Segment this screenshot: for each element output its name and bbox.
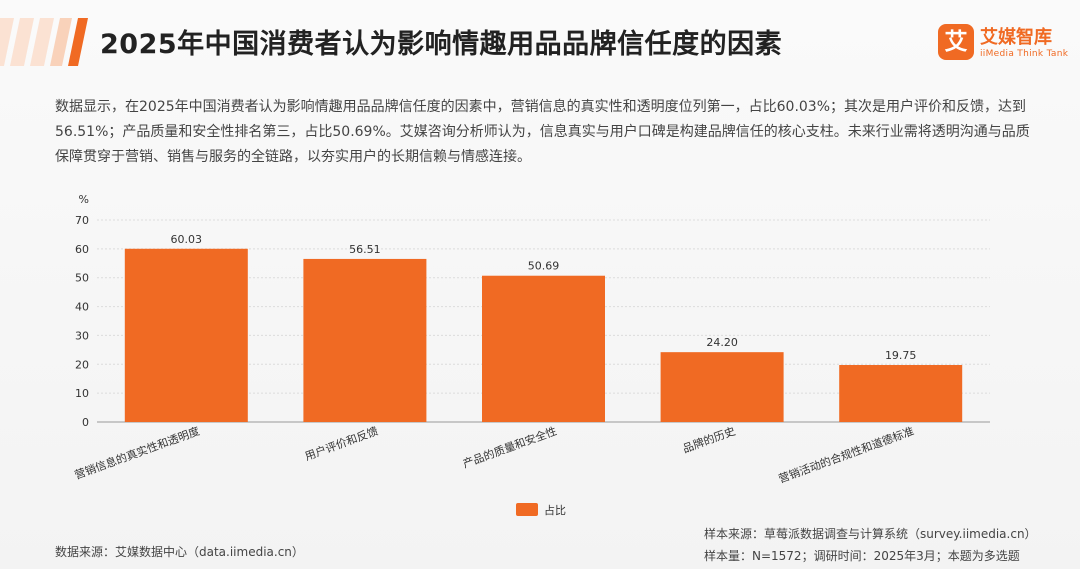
bar-value-label: 56.51 [349, 243, 381, 256]
bar-value-label: 50.69 [528, 260, 560, 273]
y-tick-label: 60 [75, 243, 89, 256]
x-category-label: 产品的质量和安全性 [461, 424, 559, 471]
y-axis-unit: % [79, 193, 89, 206]
legend-swatch [516, 503, 538, 516]
x-category-label: 品牌的历史 [681, 424, 737, 456]
legend-label: 占比 [544, 504, 566, 517]
bar-value-label: 60.03 [171, 233, 203, 246]
logo-text-en: iiMedia Think Tank [980, 49, 1069, 59]
x-category-label: 用户评价和反馈 [303, 424, 380, 463]
y-tick-label: 10 [75, 387, 89, 400]
bar [839, 365, 963, 422]
x-category-label: 营销活动的合规性和道德标准 [777, 424, 916, 486]
y-tick-label: 0 [82, 416, 89, 429]
logo-mark-icon: 艾 [938, 24, 974, 60]
bar [482, 275, 605, 422]
bar [660, 352, 784, 422]
bar [124, 248, 248, 422]
bar-value-label: 24.20 [706, 336, 738, 349]
sample-source: 样本来源：草莓派数据调查与计算系统（survey.iimedia.cn） [704, 527, 1037, 541]
y-tick-label: 20 [75, 358, 89, 371]
bar-value-label: 19.75 [885, 349, 917, 362]
header-stripes-decoration [0, 18, 88, 66]
page-title: 2025年中国消费者认为影响情趣用品品牌信任度的因素 [100, 29, 783, 60]
y-tick-label: 30 [75, 329, 89, 342]
bar-chart: 0 10 20 30 40 50 60 70% 60.03 营销信息的真实性和透明度 56.51 用户… [72, 193, 990, 486]
y-tick-label: 50 [75, 272, 89, 285]
y-tick-label: 40 [75, 301, 89, 314]
y-tick-label: 70 [75, 214, 89, 227]
description-paragraph: 数据显示，在2025年中国消费者认为影响情趣用品品牌信任度的因素中，营销信息的真… [55, 99, 1030, 165]
sample-info: 样本量：N=1572；调研时间：2025年3月；本题为多选题 [704, 549, 1020, 563]
bar [303, 258, 427, 422]
logo-text-cn: 艾媒智库 [980, 27, 1052, 48]
x-category-label: 营销信息的真实性和透明度 [72, 424, 201, 482]
data-source: 数据来源：艾媒数据中心（data.iimedia.cn） [55, 545, 304, 559]
brand-logo: 艾 艾媒智库 iiMedia Think Tank [938, 22, 1070, 66]
